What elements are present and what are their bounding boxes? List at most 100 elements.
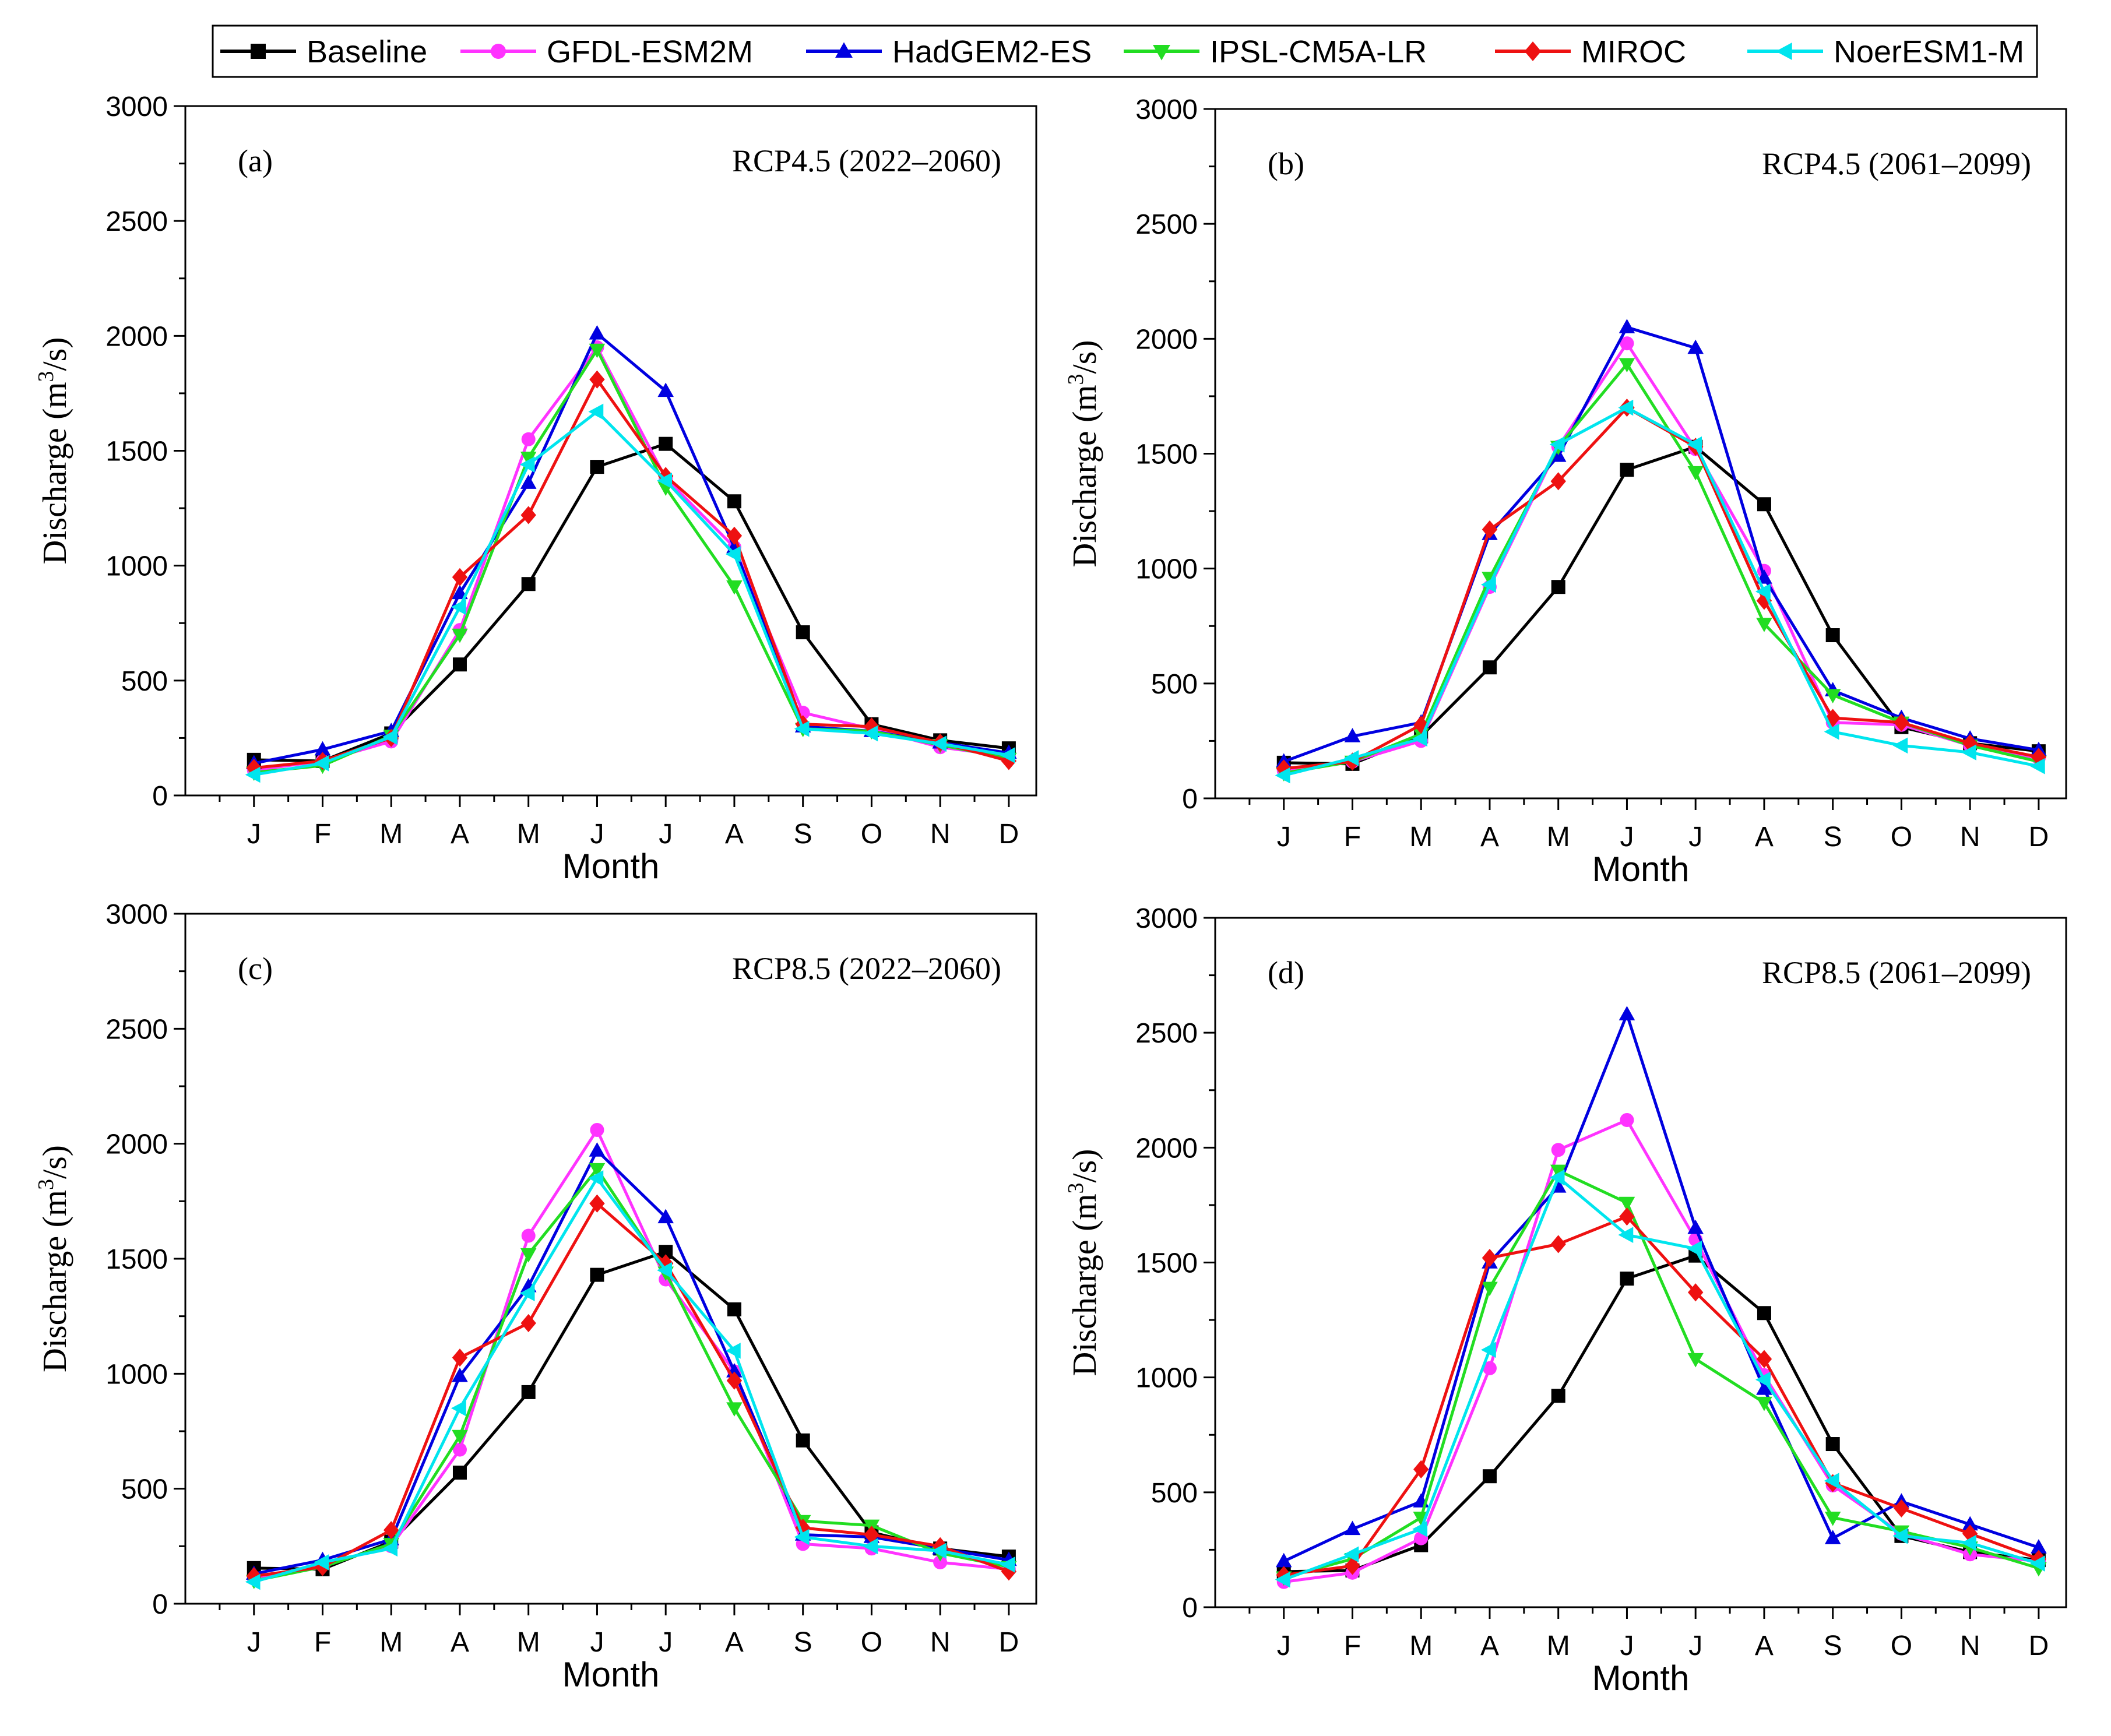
data-point [1892, 737, 1908, 754]
series-gfdl-esm2m [247, 1122, 1016, 1586]
series-line [1283, 341, 2039, 773]
legend-marker [835, 42, 853, 58]
data-point [1620, 1272, 1634, 1286]
data-point [1687, 1353, 1704, 1368]
series-noeresm1-m [1275, 399, 2045, 784]
data-point [931, 1543, 947, 1559]
panel-label: (c) [238, 951, 273, 986]
x-tick-label: N [930, 1627, 951, 1658]
series-ipsl-cm5a-lr [245, 343, 1017, 781]
x-tick-label: J [1688, 1631, 1702, 1661]
y-tick-label: 2000 [105, 1129, 168, 1160]
data-point [1687, 466, 1704, 481]
legend-label: HadGEM2-ES [892, 34, 1092, 69]
data-point [314, 741, 331, 756]
data-point [1619, 1006, 1635, 1020]
data-point [452, 1466, 467, 1480]
data-point [1550, 1235, 1566, 1253]
series-line [1283, 326, 2039, 763]
data-point [1687, 436, 1702, 453]
data-point [452, 657, 467, 672]
y-tick-label: 500 [1151, 669, 1198, 700]
panel-b-chart: 0 500 1000 1500 2000 2500 3000 J F M A M J J A S O N D Mont… [1064, 94, 2067, 889]
data-point [1480, 576, 1496, 593]
series-hadgem2-es [245, 325, 1017, 769]
x-tick-label: A [451, 819, 469, 850]
series-line [1283, 406, 2039, 770]
series-baseline [247, 1245, 1016, 1576]
data-point [1482, 660, 1497, 675]
x-tick-label: A [1480, 822, 1499, 853]
y-tick-label: 1000 [105, 1359, 168, 1390]
y-tick-label: 2000 [1135, 1133, 1198, 1164]
data-point [933, 1555, 948, 1569]
legend-label: GFDL-ESM2M [547, 34, 753, 69]
y-tick-label: 3000 [105, 91, 168, 122]
x-tick-label: J [1620, 822, 1634, 853]
data-point [657, 382, 674, 397]
data-point [1962, 1516, 1978, 1531]
data-point [452, 1442, 467, 1457]
scenario-label: RCP8.5 (2061–2099) [1762, 955, 2031, 990]
series-line [1283, 1254, 2039, 1573]
data-point [863, 1538, 878, 1555]
data-point [382, 1540, 398, 1557]
data-point [590, 460, 604, 474]
data-point [521, 577, 536, 591]
x-tick-label: J [659, 819, 673, 850]
y-tick-label: 1500 [1135, 1248, 1198, 1279]
y-tick-label: 0 [1182, 784, 1198, 815]
legend-marker [1524, 41, 1542, 61]
data-point [245, 766, 261, 783]
data-point [1756, 1350, 1772, 1368]
y-tick-label: 500 [1151, 1478, 1198, 1509]
x-tick-label: M [379, 1627, 403, 1658]
x-axis-title: Month [562, 847, 660, 886]
panel-c-chart: 0 500 1000 1500 2000 2500 3000 J F M A M J J A S O N D Mont… [34, 899, 1037, 1694]
x-tick-label: J [1620, 1631, 1634, 1661]
data-point [727, 494, 741, 509]
series-line [1283, 406, 2039, 777]
y-axis-title-main: Discharge (m [1065, 385, 1103, 568]
data-point [1687, 1219, 1704, 1234]
data-point [452, 568, 468, 586]
data-point [245, 1573, 261, 1590]
data-point [589, 1163, 606, 1178]
legend: Baseline GFDL-ESM2M HadGEM2-ES IPSL-CM5A-LR… [212, 24, 2038, 78]
x-tick-label: O [1891, 1631, 1912, 1661]
data-point [1344, 1520, 1361, 1536]
y-tick-label: 1500 [105, 1244, 168, 1275]
y-axis-title-superscript: 3 [1064, 374, 1088, 385]
data-point [1482, 1281, 1498, 1297]
data-point [1482, 520, 1498, 539]
x-tick-label: D [2029, 822, 2049, 853]
panel-label: (d) [1268, 955, 1304, 990]
data-point [519, 456, 535, 473]
series-miroc [246, 1194, 1017, 1586]
data-point [1412, 1521, 1428, 1537]
data-point [1344, 728, 1361, 742]
x-tick-label: D [2029, 1631, 2049, 1661]
legend-marker [1153, 44, 1170, 61]
panel-label: (a) [238, 143, 273, 178]
y-axis-title-end: /s) [36, 1145, 73, 1179]
series-line [1283, 1013, 2039, 1563]
y-tick-label: 1500 [1135, 439, 1198, 470]
y-axis-title-end: /s) [36, 337, 73, 371]
legend-item: HadGEM2-ES [806, 34, 1092, 69]
x-tick-label: O [861, 819, 882, 850]
data-point [1619, 319, 1635, 333]
data-point [726, 1371, 743, 1390]
legend-label: IPSL-CM5A-LR [1210, 34, 1427, 69]
y-tick-label: 1000 [1135, 554, 1198, 585]
data-point [1757, 497, 1771, 512]
data-point [1824, 1473, 1839, 1489]
data-point [1275, 1571, 1290, 1588]
data-point [659, 436, 673, 451]
x-tick-label: N [1960, 1631, 1980, 1661]
data-point [1618, 399, 1634, 416]
data-point [1275, 767, 1290, 784]
scenario-label: RCP8.5 (2022–2060) [732, 951, 1001, 986]
x-tick-label: M [517, 1627, 540, 1658]
data-point [2029, 1555, 2045, 1572]
